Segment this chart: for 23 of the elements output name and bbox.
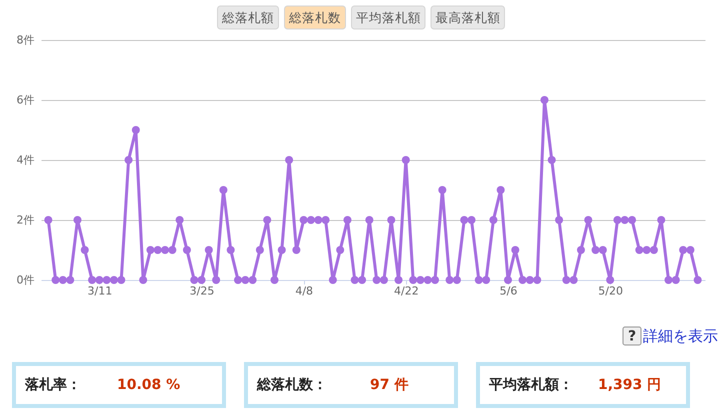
text: 総落札数： xyxy=(256,377,327,393)
category-label: 総落札数 xyxy=(288,10,341,25)
text: 平均落札額： xyxy=(488,376,573,393)
y-tick-label: 2件 xyxy=(16,214,34,226)
x-tick-label: 5/6 xyxy=(500,284,518,298)
text: 10.08 % xyxy=(117,377,180,393)
x-tick-label: 3/11 xyxy=(88,284,112,298)
y-tick-label: 8件 xyxy=(16,34,34,46)
x-tick-label: 3/25 xyxy=(190,284,214,298)
category-label: 最高落札額 xyxy=(435,10,500,25)
x-tick-label: 4/8 xyxy=(295,284,314,298)
y-tick-label: 0件 xyxy=(16,274,34,286)
text: 詳細を表示 xyxy=(643,327,718,345)
text: 97 件 xyxy=(370,377,408,393)
x-tick-label: 5/20 xyxy=(598,284,623,298)
text: 落札率： xyxy=(24,376,81,393)
y-tick-label: 6件 xyxy=(16,94,34,106)
category-label: 平均落札額 xyxy=(356,10,421,25)
text: ? xyxy=(628,328,636,344)
text: 1,393 円 xyxy=(598,377,662,393)
y-tick-label: 4件 xyxy=(16,154,34,166)
x-tick-label: 4/22 xyxy=(394,284,419,298)
category-label: 総落札額 xyxy=(221,10,274,25)
